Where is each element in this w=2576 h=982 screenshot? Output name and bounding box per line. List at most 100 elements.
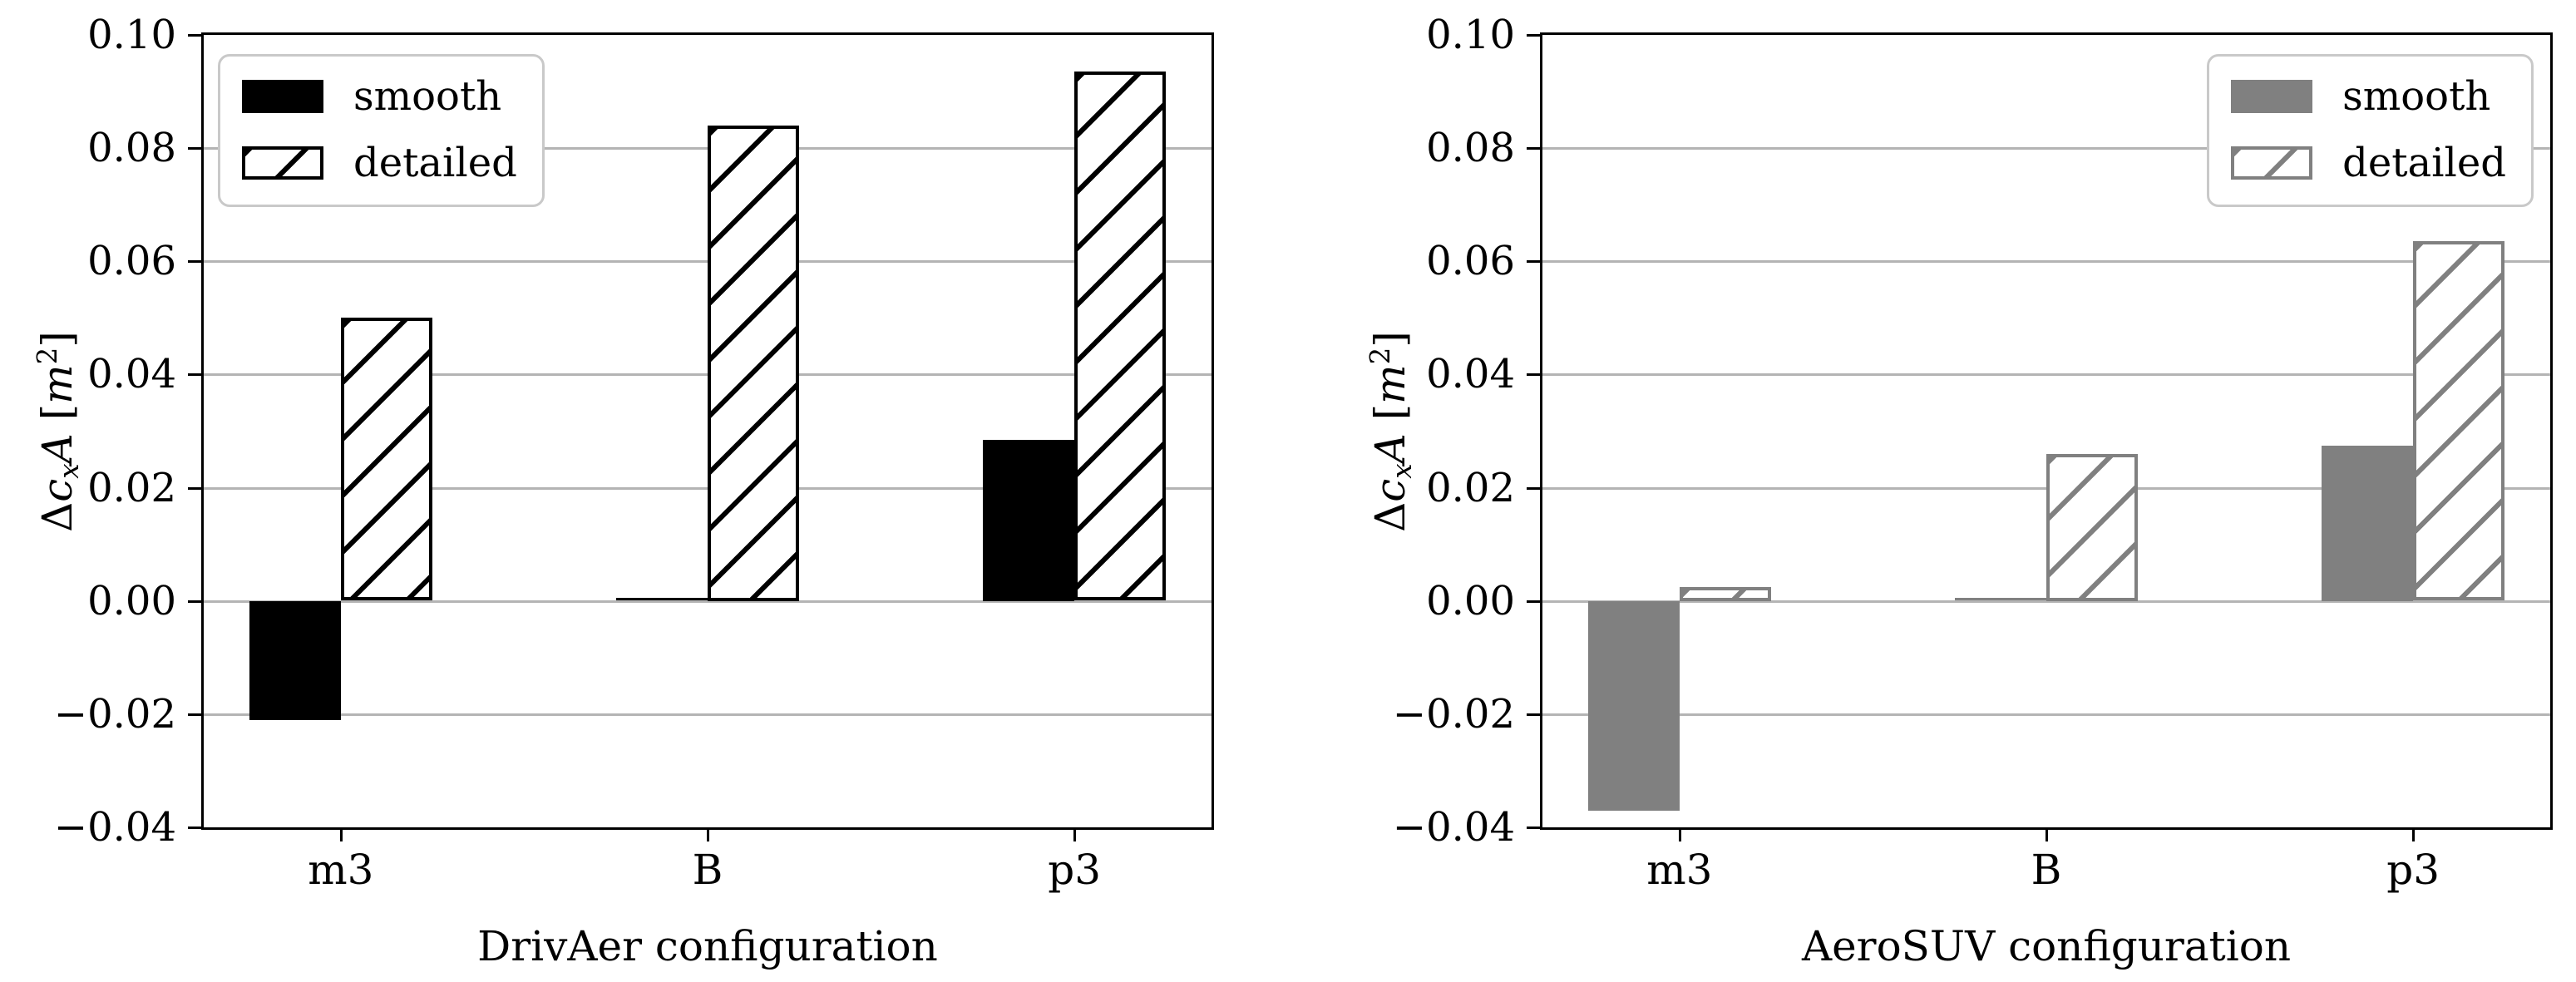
y-label-part: A	[32, 432, 81, 463]
y-label-part: x	[1386, 462, 1418, 479]
y-label-part: A	[1365, 432, 1414, 463]
ytick-label: 0.00	[1426, 577, 1515, 624]
bar-drivaer-p3-detailed	[1074, 72, 1166, 600]
y-label-part: Δ	[1365, 501, 1414, 532]
y-label-part: m	[1365, 363, 1414, 404]
xtick-label: p3	[2386, 846, 2440, 894]
legend-drivaer: smooth detailed	[218, 54, 545, 207]
ytick-mark-0.1	[1527, 34, 1540, 37]
legend-swatch-detailed-icon	[242, 146, 323, 180]
legend-label-smooth: smooth	[353, 73, 502, 120]
xtick-mark-p3	[1073, 830, 1077, 841]
bar-aerosuv-m3-detailed	[1680, 587, 1771, 601]
plot-area-drivaer	[201, 32, 1214, 830]
ytick-label: 0.06	[1426, 238, 1515, 285]
ytick-mark-0	[1527, 600, 1540, 603]
gridline-y-0.06	[1542, 260, 2550, 264]
gridline-y-0	[1542, 600, 2550, 603]
y-label-part: ]	[1365, 330, 1414, 348]
bar-aerosuv-p3-detailed	[2413, 241, 2504, 600]
ytick-mark-0.04	[188, 373, 201, 377]
gridline-y--0.02	[1542, 713, 2550, 716]
bar-drivaer-B-detailed	[708, 126, 799, 601]
y-label-part: x	[53, 462, 85, 479]
legend-label-smooth: smooth	[2342, 73, 2491, 120]
xtick-label: m3	[308, 846, 374, 894]
bar-aerosuv-m3-smooth	[1588, 601, 1680, 811]
ytick-label: 0.10	[87, 12, 176, 58]
bar-drivaer-B-smooth	[616, 598, 708, 600]
y-label-part: m	[32, 363, 81, 404]
ytick-label: −0.02	[53, 690, 176, 738]
legend-item-smooth: smooth	[242, 75, 517, 118]
ytick-mark--0.02	[1527, 713, 1540, 716]
ytick-label: −0.02	[1392, 690, 1515, 738]
legend-swatch-smooth-icon	[242, 80, 323, 113]
xtick-label: B	[692, 846, 723, 894]
gridline-y--0.02	[204, 713, 1212, 716]
ytick-mark-0.04	[1527, 373, 1540, 377]
ytick-mark--0.04	[1527, 827, 1540, 829]
y-label-part: Δ	[32, 501, 81, 532]
ytick-mark-0	[188, 600, 201, 603]
ytick-mark-0.06	[188, 260, 201, 264]
y-label-part: 2	[32, 347, 63, 364]
xtick-label: B	[2031, 846, 2062, 894]
y-label-part: c	[1365, 478, 1414, 502]
y-label-part: 2	[1364, 347, 1396, 364]
ytick-label: 0.02	[1426, 464, 1515, 511]
ytick-label: 0.02	[87, 464, 176, 511]
ytick-label: −0.04	[1392, 804, 1515, 851]
xtick-label: m3	[1646, 846, 1713, 894]
y-label-part: ]	[32, 330, 81, 348]
legend-swatch-smooth-icon	[2231, 80, 2313, 113]
ytick-label: 0.06	[87, 238, 176, 285]
legend-item-detailed: detailed	[242, 141, 517, 185]
ytick-label: 0.10	[1426, 12, 1515, 58]
gridline-y-0	[204, 600, 1212, 603]
ytick-mark-0.02	[188, 486, 201, 490]
bar-aerosuv-p3-smooth	[2322, 446, 2413, 601]
ytick-label: −0.04	[53, 804, 176, 851]
ytick-mark-0.1	[188, 34, 201, 37]
legend-item-smooth: smooth	[2231, 75, 2506, 118]
bar-drivaer-p3-smooth	[983, 440, 1074, 601]
y-label-part: [	[32, 403, 81, 433]
gridline-y-0.04	[1542, 373, 2550, 377]
legend-label-detailed: detailed	[2342, 140, 2506, 186]
xtick-mark-p3	[2412, 830, 2416, 841]
legend-label-detailed: detailed	[353, 140, 517, 186]
plot-area-aerosuv	[1540, 32, 2553, 830]
x-axis-title-aerosuv: AeroSUV configuration	[1801, 922, 2292, 970]
y-label-part: [	[1365, 403, 1414, 433]
ytick-mark--0.02	[188, 713, 201, 716]
y-axis-label-drivaer: ΔcxA [m2]	[21, 174, 85, 689]
ytick-label: 0.04	[87, 351, 176, 398]
legend-swatch-detailed-icon	[2231, 146, 2313, 180]
y-label-part: c	[32, 478, 81, 502]
bar-drivaer-m3-detailed	[341, 318, 432, 600]
xtick-mark-B	[707, 830, 709, 841]
xtick-mark-m3	[339, 830, 343, 841]
ytick-label: 0.08	[1426, 125, 1515, 172]
bar-aerosuv-B-smooth	[1955, 598, 2046, 600]
gridline-y-0.08	[1542, 147, 2550, 151]
ytick-mark-0.02	[1527, 486, 1540, 490]
ytick-mark-0.08	[188, 147, 201, 151]
bar-aerosuv-B-detailed	[2046, 454, 2138, 601]
ytick-label: 0.04	[1426, 351, 1515, 398]
xtick-mark-B	[2046, 830, 2048, 841]
legend-item-detailed: detailed	[2231, 141, 2506, 185]
ytick-mark--0.04	[188, 827, 201, 829]
x-axis-title-drivaer: DrivAer configuration	[477, 922, 938, 970]
legend-aerosuv: smooth detailed	[2207, 54, 2534, 207]
xtick-label: p3	[1048, 846, 1102, 894]
ytick-mark-0.06	[1527, 260, 1540, 264]
ytick-label: 0.00	[87, 577, 176, 624]
ytick-mark-0.08	[1527, 147, 1540, 151]
bar-drivaer-m3-smooth	[249, 601, 341, 720]
ytick-label: 0.08	[87, 125, 176, 172]
y-axis-label-aerosuv: ΔcxA [m2]	[1354, 174, 1418, 689]
xtick-mark-m3	[1678, 830, 1681, 841]
